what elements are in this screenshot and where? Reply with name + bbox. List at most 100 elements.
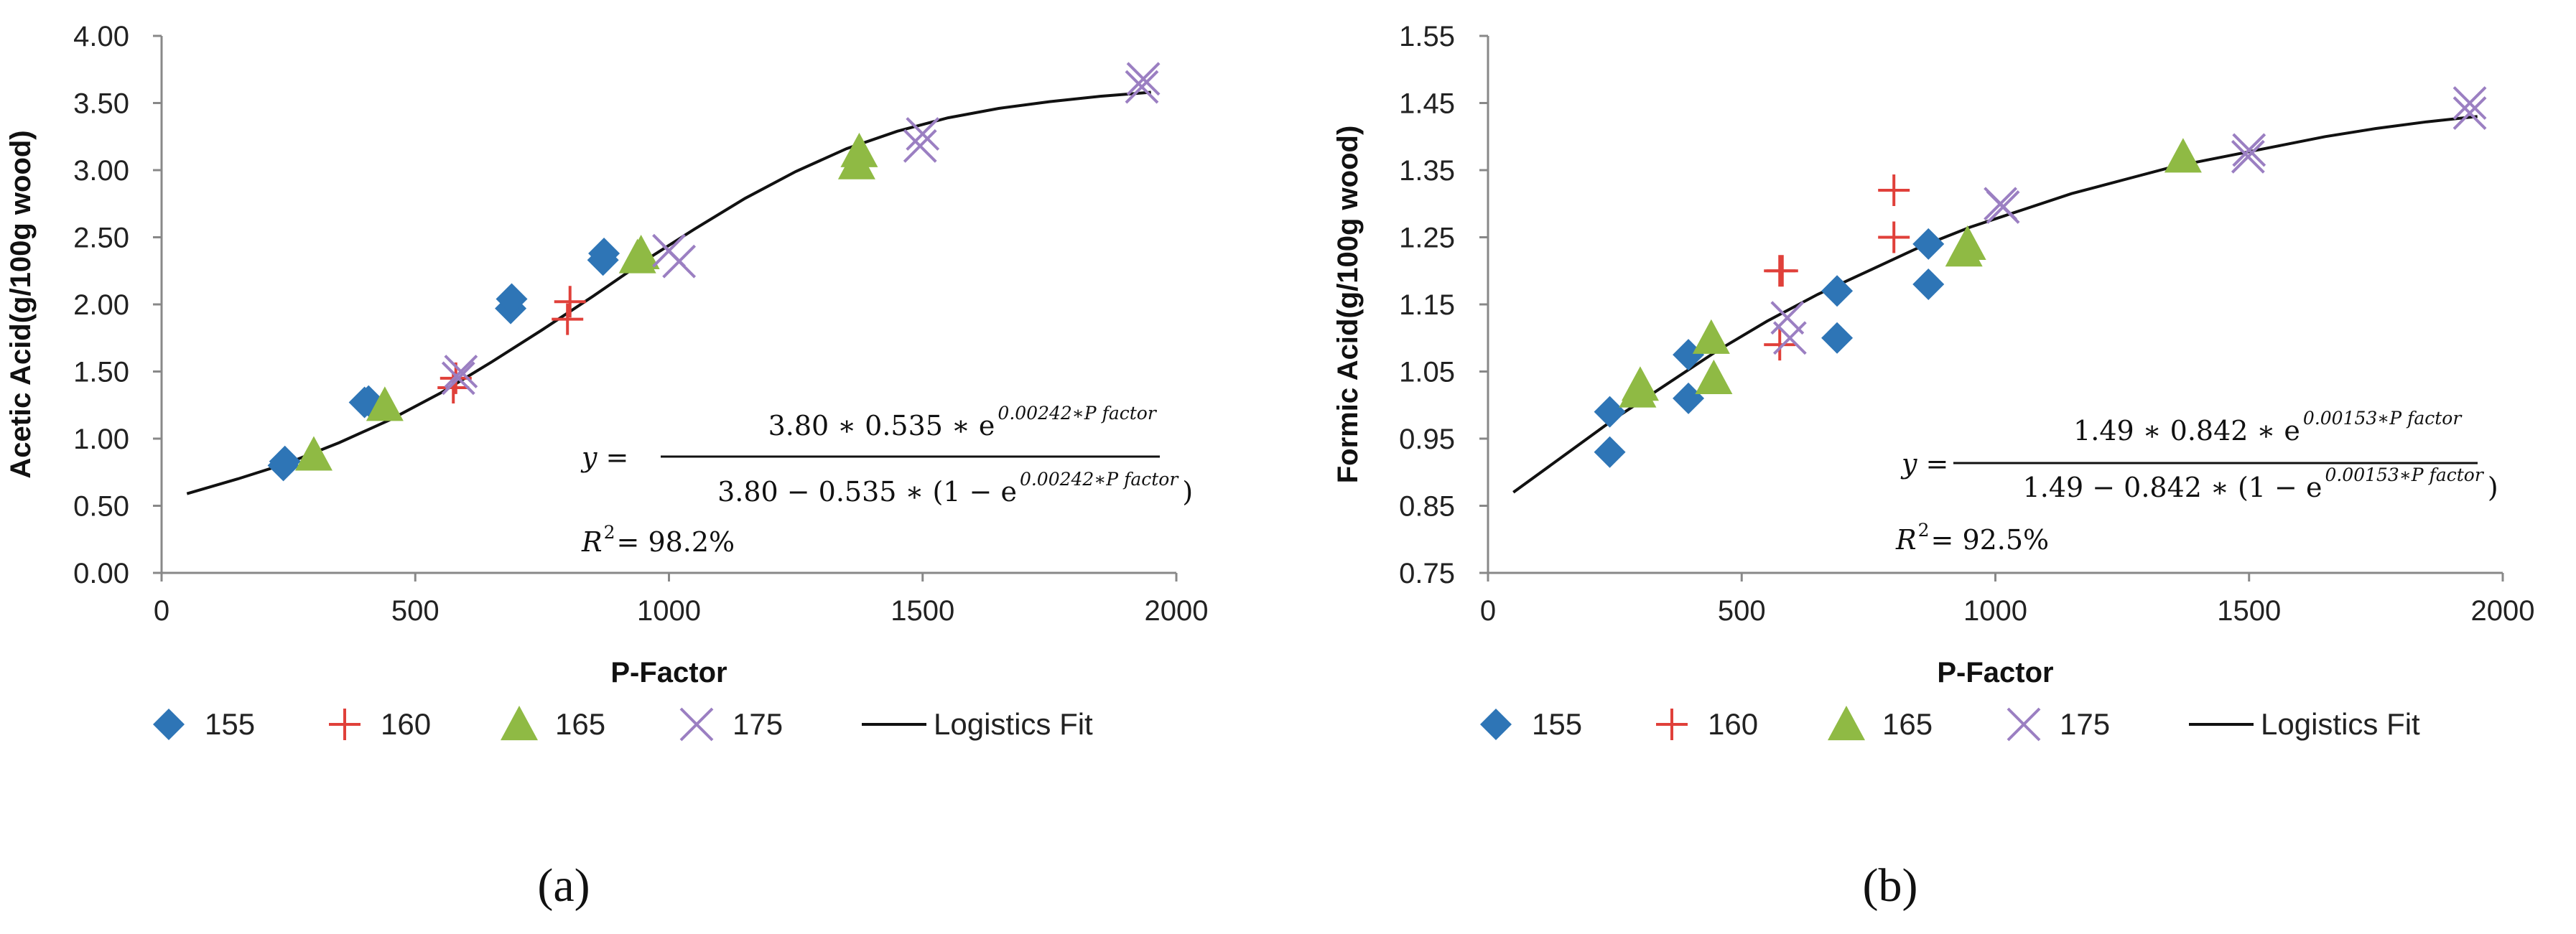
x-tick-label: 2000 (2471, 595, 2535, 627)
legend-marker-160 (329, 709, 361, 740)
point-175 (2452, 96, 2487, 130)
point-175 (1772, 321, 1807, 355)
fit-line (1512, 115, 2478, 494)
equation-lhs: y = (580, 442, 628, 473)
legend-marker-155 (1480, 709, 1512, 740)
y-tick-label: 1.25 (1399, 223, 1455, 254)
y-tick-label: 2.50 (73, 223, 129, 254)
point-175 (2231, 139, 2265, 174)
fit-equation: y = 1.49 ∗ 0.842 ∗ e 0.00153∗P factor1.49 … (1895, 408, 2498, 556)
point-165 (1692, 319, 1730, 354)
legend-marker-165 (1828, 706, 1865, 741)
point-165 (840, 132, 878, 167)
y-tick-label: 1.05 (1399, 357, 1455, 388)
x-tick-label: 0 (1480, 595, 1496, 627)
y-tick-label: 0.85 (1399, 491, 1455, 523)
equation-denominator-close: ) (1182, 476, 1193, 508)
y-tick-label: 0.50 (73, 491, 129, 523)
y-tick-label: 1.35 (1399, 155, 1455, 187)
point-160 (1766, 255, 1798, 287)
point-155 (1912, 268, 1945, 300)
point-155 (1821, 322, 1854, 354)
point-175 (662, 244, 697, 279)
x-axis-title: P-Factor (1937, 657, 2053, 688)
r2-label: R (1895, 524, 1917, 556)
y-axis-title: Formic Acid(g/100g wood) (1332, 126, 1364, 484)
point-175 (441, 361, 475, 396)
y-tick-label: 4.00 (73, 21, 129, 52)
equation-denominator: 3.80 − 0.535 ∗ (1 − e (717, 476, 1017, 508)
point-175 (1125, 70, 1159, 104)
chart-panel-b: 0.75 0.85 0.95 1.05 1.15 1.25 1.35 1.45 1.55 0 500… (1332, 21, 2534, 912)
x-tick-label: 1500 (2217, 595, 2281, 627)
legend-label-160: 160 (381, 707, 431, 741)
point-165 (1948, 225, 1986, 260)
legend-marker-155 (153, 709, 185, 740)
y-tick-label: 1.55 (1399, 21, 1455, 52)
point-165 (366, 386, 404, 421)
fit-line (186, 90, 1151, 495)
point-155 (269, 445, 301, 477)
equation-numerator-exponent: 0.00242∗P factor (998, 403, 1157, 424)
r2-superscript: 2 (1918, 520, 1930, 541)
point-160 (1878, 174, 1910, 207)
point-175 (2452, 86, 2487, 120)
point-175 (903, 129, 937, 163)
x-tick-label: 500 (391, 595, 440, 627)
y-tick-label: 1.15 (1399, 289, 1455, 321)
y-tick-label: 2.00 (73, 289, 129, 321)
y-tick-label: 3.00 (73, 155, 129, 187)
point-155 (1673, 382, 1705, 414)
x-tick-label: 1500 (891, 595, 954, 627)
point-175 (2232, 133, 2266, 167)
legend-label-155: 155 (1532, 707, 1582, 741)
equation-denominator-exponent: 0.00242∗P factor (1020, 469, 1179, 490)
x-tick-label: 2000 (1145, 595, 1209, 627)
legend-label-160: 160 (1708, 707, 1758, 741)
y-tick-label: 3.50 (73, 88, 129, 120)
r2-value: = 98.2% (617, 526, 735, 558)
legend-marker-165 (501, 706, 538, 741)
legend-label-155: 155 (205, 707, 255, 741)
point-160 (552, 303, 584, 335)
equation-lhs: y = (1900, 448, 1948, 480)
x-tick-label: 0 (154, 595, 169, 627)
point-165 (622, 234, 660, 270)
x-tick-label: 1000 (1963, 595, 2027, 627)
legend-label-fit: Logistics Fit (934, 707, 1093, 741)
legend-marker-160 (1656, 709, 1688, 740)
legend-marker-175 (679, 707, 714, 742)
point-160 (1878, 221, 1910, 253)
point-175 (1986, 190, 2020, 224)
point-175 (906, 117, 940, 151)
legend-label-165: 165 (555, 707, 605, 741)
point-155 (1912, 228, 1945, 260)
point-155 (496, 283, 528, 315)
chart-panel-a: 0.00 0.50 1.00 1.50 2.00 2.50 3.00 3.50 4.00 0 500… (5, 21, 1208, 912)
legend-label-175: 175 (2060, 707, 2110, 741)
panel-label: (a) (537, 859, 590, 912)
y-tick-label: 1.00 (73, 424, 129, 455)
equation-denominator: 1.49 − 0.842 ∗ (1 − e (2023, 472, 2322, 503)
point-155 (1594, 396, 1626, 428)
y-tick-label: 1.45 (1399, 88, 1455, 120)
legend-marker-175 (2007, 707, 2041, 742)
point-165 (1695, 359, 1733, 394)
equation-numerator: 3.80 ∗ 0.535 ∗ e (768, 410, 995, 442)
point-160 (1764, 329, 1796, 361)
x-axis-title: P-Factor (610, 657, 727, 688)
equation-denominator-exponent: 0.00153∗P factor (2325, 464, 2484, 485)
x-tick-label: 500 (1718, 595, 1766, 627)
r2-superscript: 2 (604, 522, 615, 543)
y-tick-label: 0.00 (73, 558, 129, 589)
point-155 (1594, 436, 1626, 468)
y-tick-label: 1.50 (73, 357, 129, 388)
point-165 (2164, 138, 2202, 173)
point-165 (1621, 366, 1659, 401)
legend-label-175: 175 (733, 707, 783, 741)
y-tick-label: 0.95 (1399, 424, 1455, 455)
r2-label: R (581, 526, 603, 558)
equation-numerator: 1.49 ∗ 0.842 ∗ e (2073, 415, 2300, 447)
y-axis-title: Acetic Acid(g/100g wood) (5, 130, 37, 478)
